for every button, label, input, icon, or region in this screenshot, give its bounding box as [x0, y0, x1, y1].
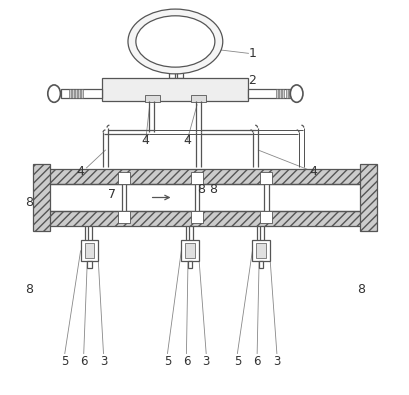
- Text: 8: 8: [356, 283, 364, 295]
- Text: 8: 8: [209, 183, 216, 196]
- Text: 3: 3: [99, 355, 107, 368]
- Bar: [69, 89, 70, 98]
- Bar: [177, 69, 182, 78]
- Bar: [256, 243, 265, 258]
- Bar: [33, 164, 50, 231]
- Text: 4: 4: [183, 134, 191, 147]
- Text: 5: 5: [61, 355, 68, 368]
- Bar: [263, 184, 268, 211]
- Bar: [61, 89, 102, 98]
- Text: 3: 3: [202, 355, 209, 368]
- Bar: [169, 69, 175, 78]
- Bar: [285, 89, 287, 98]
- Text: 4: 4: [309, 166, 317, 178]
- Bar: [248, 89, 289, 98]
- Bar: [187, 261, 192, 268]
- Bar: [146, 35, 185, 57]
- Bar: [81, 240, 98, 261]
- Text: 8: 8: [25, 283, 33, 295]
- Bar: [121, 184, 126, 211]
- Bar: [275, 89, 277, 98]
- Bar: [87, 261, 92, 268]
- Bar: [282, 89, 284, 98]
- Bar: [258, 261, 263, 268]
- Text: 8: 8: [197, 183, 204, 196]
- Bar: [260, 211, 272, 223]
- Text: 4: 4: [76, 166, 84, 178]
- Bar: [181, 240, 198, 261]
- Bar: [78, 89, 80, 98]
- Text: 4: 4: [142, 134, 149, 147]
- Bar: [260, 172, 272, 184]
- Bar: [359, 164, 376, 231]
- Bar: [75, 89, 77, 98]
- Ellipse shape: [128, 9, 222, 74]
- Ellipse shape: [48, 85, 60, 102]
- Text: 6: 6: [182, 355, 190, 368]
- Bar: [191, 172, 202, 184]
- Text: 2: 2: [248, 75, 256, 87]
- Text: 1: 1: [248, 47, 256, 60]
- Bar: [252, 240, 269, 261]
- Bar: [190, 95, 205, 102]
- Bar: [37, 184, 372, 211]
- Bar: [194, 184, 199, 211]
- Text: 7: 7: [108, 188, 116, 201]
- Text: 6: 6: [253, 355, 260, 368]
- Text: 3: 3: [272, 355, 280, 368]
- Text: 6: 6: [80, 355, 87, 368]
- Bar: [102, 78, 248, 101]
- Text: 5: 5: [163, 355, 171, 368]
- Bar: [72, 89, 74, 98]
- Bar: [37, 169, 372, 184]
- Bar: [118, 172, 130, 184]
- Bar: [191, 211, 202, 223]
- Ellipse shape: [135, 16, 214, 67]
- Bar: [145, 95, 160, 102]
- Bar: [37, 211, 372, 226]
- Bar: [279, 89, 281, 98]
- Ellipse shape: [290, 85, 302, 102]
- Bar: [185, 243, 194, 258]
- Bar: [84, 243, 94, 258]
- Text: 5: 5: [233, 355, 240, 368]
- Bar: [81, 89, 83, 98]
- Text: 8: 8: [25, 196, 33, 209]
- Bar: [288, 89, 290, 98]
- Bar: [118, 211, 130, 223]
